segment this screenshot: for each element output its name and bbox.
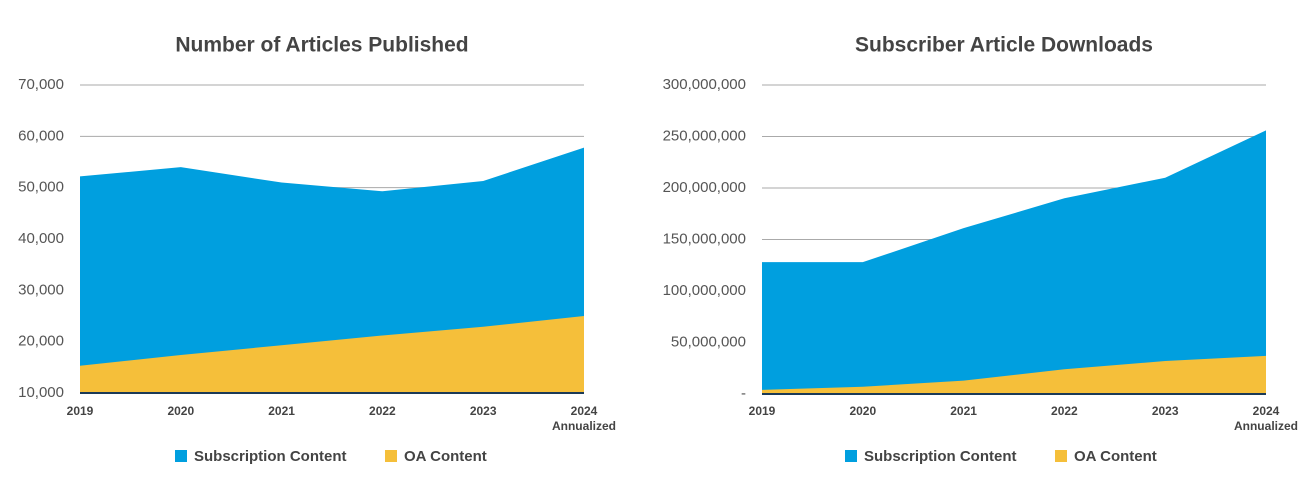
legend-label: Subscription Content — [864, 448, 1017, 465]
area — [762, 130, 1266, 394]
y-tick-label: 100,000,000 — [663, 282, 746, 299]
y-tick-label: 40,000 — [18, 230, 64, 247]
x-tick-label: 2020 — [167, 404, 195, 418]
y-tick-label: 60,000 — [18, 127, 64, 144]
y-tick-label: 30,000 — [18, 281, 64, 298]
x-tick-label: 2022 — [1051, 404, 1078, 418]
y-tick-label: 10,000 — [18, 384, 64, 401]
x-tick-label: 2021 — [268, 404, 295, 418]
legend-swatch — [175, 450, 187, 462]
y-tick-label: 50,000,000 — [671, 333, 746, 350]
area — [80, 316, 584, 393]
x-tick-label: 2020 — [849, 404, 877, 418]
y-tick-label: 200,000,000 — [663, 179, 746, 196]
chart-title: Subscriber Article Downloads — [855, 34, 1153, 57]
legend-swatch — [1055, 450, 1067, 462]
y-tick-label: 150,000,000 — [663, 230, 746, 247]
x-tick-label: 2021 — [950, 404, 977, 418]
x-tick-label: 2023 — [1151, 404, 1179, 418]
y-tick-label: 20,000 — [18, 333, 64, 350]
y-tick-label: 70,000 — [18, 76, 64, 93]
legend-swatch — [385, 450, 397, 462]
x-tick-label: 2019 — [748, 404, 776, 418]
legend-label: OA Content — [404, 448, 487, 465]
legend-label: OA Content — [1074, 448, 1157, 465]
chart-title: Number of Articles Published — [175, 34, 468, 57]
x-tick-label: 2024 Annualized — [1233, 404, 1298, 433]
y-tick-label: - — [741, 385, 746, 402]
y-tick-label: 50,000 — [18, 179, 64, 196]
y-tick-label: 300,000,000 — [663, 76, 746, 93]
x-tick-label: 2024 Annualized — [551, 404, 616, 433]
legend-label: Subscription Content — [194, 448, 347, 465]
y-tick-label: 250,000,000 — [663, 127, 746, 144]
x-tick-label: 2023 — [469, 404, 497, 418]
x-tick-label: 2019 — [66, 404, 94, 418]
legend-swatch — [845, 450, 857, 462]
area — [762, 355, 1266, 394]
x-tick-label: 2022 — [369, 404, 396, 418]
